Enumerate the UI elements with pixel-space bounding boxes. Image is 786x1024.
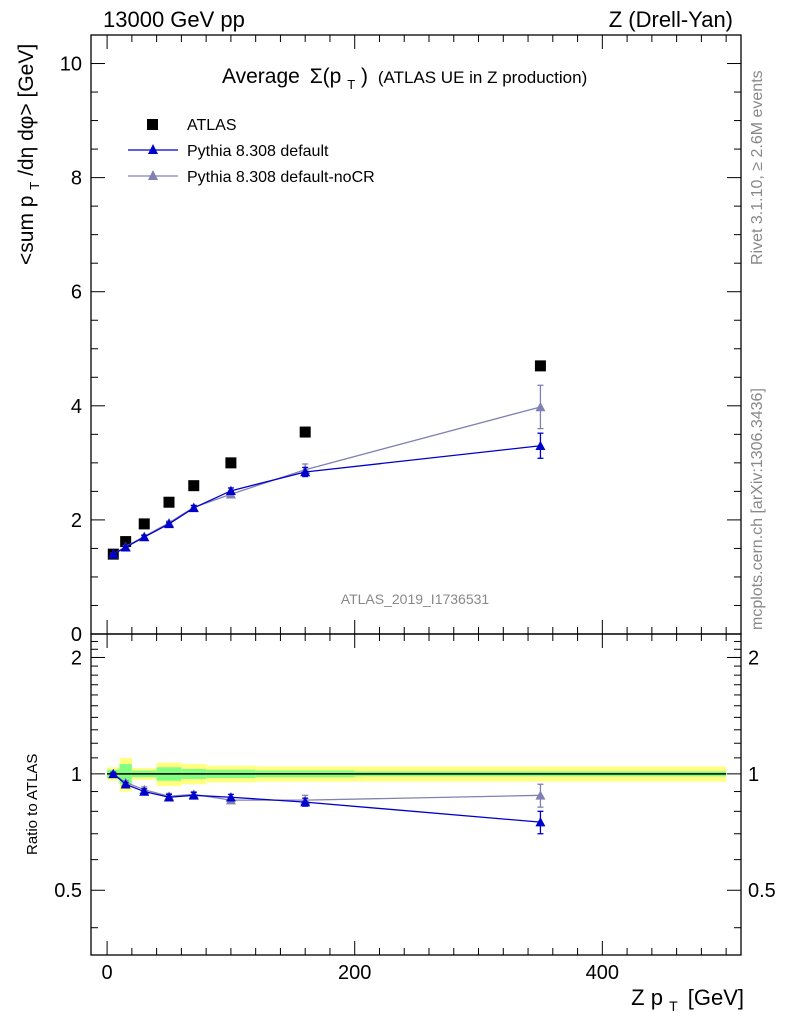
- main-y-tick-label: 10: [60, 54, 82, 76]
- ratio-default-point: [535, 817, 546, 827]
- header-right: Z (Drell-Yan): [609, 7, 733, 32]
- default-point: [108, 549, 119, 559]
- main-y-tick-label: 2: [71, 510, 82, 532]
- ratio-nocr-point: [535, 790, 546, 800]
- ratio-y-label: Ratio to ATLAS: [24, 754, 41, 855]
- default-point: [535, 440, 546, 450]
- ylabel-sub: T: [27, 182, 42, 190]
- main-title: Average Σ(p T ) (ATLAS UE in Z productio…: [222, 65, 587, 94]
- x-axis-label: Z p T [GeV]: [631, 985, 744, 1016]
- legend-nocr-label: Pythia 8.308 default-noCR: [187, 169, 375, 186]
- ratio-frame: [90, 633, 742, 956]
- ratio-y-tick-label-right: 2: [748, 647, 759, 669]
- main-y-tick-label: 8: [71, 168, 82, 190]
- atlas-data-point: [534, 360, 546, 372]
- ratio-y-tick-label-left: 1: [71, 764, 82, 786]
- ratio-default-point: [139, 786, 150, 796]
- ratio-default-point: [225, 792, 236, 802]
- atlas-data-point: [138, 518, 150, 530]
- legend-nocr-marker: [148, 170, 158, 180]
- ratio-default-point: [120, 779, 131, 789]
- x-tick-label: 400: [586, 962, 619, 984]
- default-point: [139, 532, 150, 542]
- main-y-tick-label: 4: [71, 396, 82, 418]
- main-y-tick-label: 0: [71, 624, 82, 646]
- default-point: [188, 502, 199, 513]
- legend-atlas-marker: [147, 119, 158, 130]
- atlas-data-point: [225, 457, 237, 469]
- legend-default-marker: [148, 144, 158, 154]
- title-close: ): [361, 65, 368, 88]
- ratio-default-point: [108, 768, 119, 779]
- ratio-default-point: [164, 792, 174, 802]
- default-point: [300, 466, 311, 477]
- atlas-data-point: [188, 480, 200, 492]
- default-line: [112, 445, 541, 555]
- xlabel-sub: T: [669, 998, 678, 1014]
- ratio-default-point: [300, 797, 311, 807]
- header-left: 13000 GeV pp: [103, 7, 245, 32]
- default-point: [120, 542, 131, 552]
- atlas-data-point: [163, 496, 175, 508]
- mcplots-label: mcplots.cern.ch [arXiv:1306.3436]: [749, 388, 766, 630]
- default-point: [225, 485, 236, 496]
- rivet-label: Rivet 3.1.10, ≥ 2.6M events: [749, 70, 766, 265]
- atlas-data-point: [120, 536, 132, 548]
- ratio-y-tick-label-left: 0.5: [54, 880, 82, 902]
- title-sub: T: [347, 77, 355, 92]
- legend: ATLAS Pythia 8.308 default Pythia 8.308 …: [128, 117, 375, 186]
- atlas-data-point: [299, 426, 311, 438]
- ratio-y-tick-label-right: 1: [748, 764, 759, 786]
- nocr-point: [535, 401, 546, 412]
- title-rest: (ATLAS UE in Z production): [378, 68, 587, 87]
- legend-default-label: Pythia 8.308 default: [187, 143, 329, 160]
- legend-atlas-label: ATLAS: [187, 117, 237, 134]
- ylabel-rest: /dη dφ> [GeV]: [15, 44, 38, 176]
- xlabel-main: Z p: [631, 985, 663, 1010]
- ratio-y-tick-label-right: 0.5: [748, 880, 776, 902]
- title-prefix: Average: [222, 65, 300, 88]
- ratio-y-tick-label-left: 2: [71, 647, 82, 669]
- ylabel-main: <sum p: [15, 196, 38, 265]
- default-point: [164, 518, 174, 529]
- main-plot-area: 0 2 4 6 8 10: [60, 34, 742, 646]
- main-y-tick-label: 6: [71, 282, 82, 304]
- analysis-watermark: ATLAS_2019_I1736531: [341, 591, 490, 607]
- ratio-default-point: [188, 790, 199, 800]
- main-y-label: <sum p T /dη dφ> [GeV]: [15, 44, 44, 265]
- ratio-plot-area: 0 200 400 0.5 0.5 1 1 2 2: [54, 633, 776, 984]
- x-tick-label: 0: [102, 962, 113, 984]
- title-symbol: Σ(p: [310, 65, 342, 88]
- xlabel-rest: [GeV]: [688, 985, 744, 1010]
- x-tick-label: 200: [338, 962, 371, 984]
- nocr-line: [112, 406, 541, 555]
